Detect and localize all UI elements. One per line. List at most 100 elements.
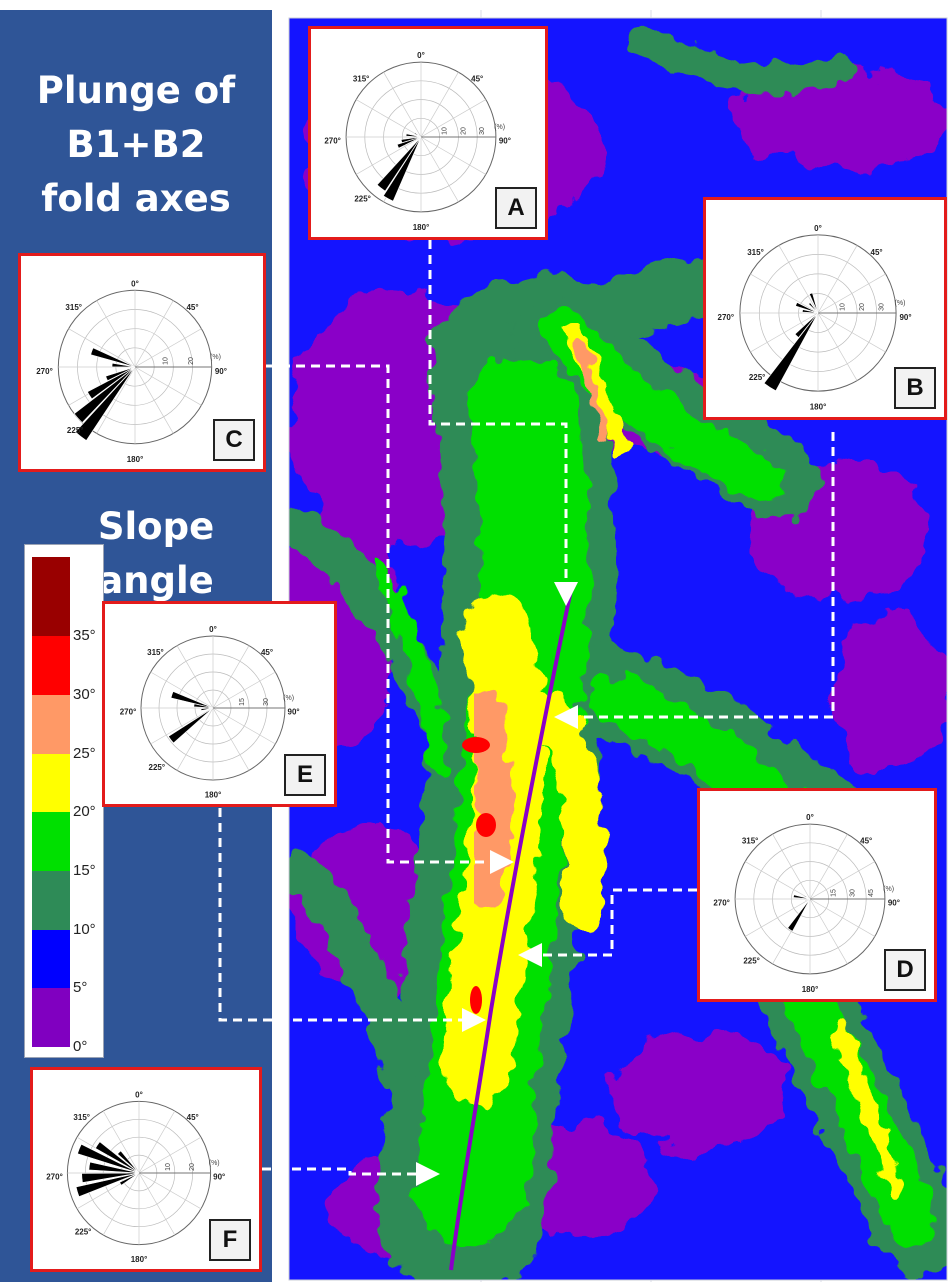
- direction-label: 225°: [743, 956, 760, 965]
- unit-label: (%): [210, 354, 221, 361]
- rose-petal: [808, 302, 819, 314]
- legend-swatch: [32, 871, 70, 930]
- ring-tick-label: 10: [840, 303, 847, 311]
- ring-tick-label: 30: [479, 127, 486, 135]
- direction-label: 0°: [814, 224, 822, 233]
- rose-petal: [396, 136, 422, 149]
- rose-petal: [117, 1150, 140, 1174]
- rose-petal: [376, 136, 422, 192]
- direction-label: 270°: [46, 1173, 63, 1182]
- rose-petal: [809, 292, 819, 314]
- direction-label: 90°: [215, 367, 227, 376]
- rose-id-badge: B: [894, 367, 936, 409]
- ring-tick-label: 20: [460, 127, 467, 135]
- ring-tick-label: 30: [849, 889, 856, 897]
- title-line-1: Plunge of: [36, 69, 236, 112]
- legend-swatch: [32, 636, 70, 695]
- direction-label: 90°: [899, 313, 911, 322]
- direction-label: 225°: [354, 194, 371, 203]
- rose-petal: [763, 312, 819, 392]
- direction-label: 90°: [888, 899, 900, 908]
- slope-color-legend: 0° 5° 10° 15° 20° 25° 30° 35°: [24, 544, 104, 1058]
- rose-diagram-f: 0° 45° 90° 180° 225° 270° 315° (%) 10 20 F: [30, 1067, 262, 1272]
- rose-petal: [382, 136, 422, 202]
- legend-tick-label: 0°: [73, 1038, 88, 1055]
- legend-swatch: [32, 812, 70, 871]
- direction-label: 0°: [131, 279, 139, 288]
- legend-tick-label: 30°: [73, 685, 96, 703]
- legend-swatch: [32, 929, 70, 989]
- legend-tick-label: 25°: [73, 744, 96, 762]
- direction-label: 0°: [417, 51, 425, 60]
- direction-label: 45°: [186, 303, 198, 312]
- rose-petal: [804, 898, 811, 902]
- rose-petal: [111, 362, 136, 368]
- direction-label: 180°: [810, 403, 827, 412]
- rose-petal: [168, 707, 214, 744]
- ring-tick-label: 10: [163, 357, 170, 365]
- slope-angle-title: Slope angle: [40, 500, 272, 608]
- direction-label: 315°: [65, 303, 82, 312]
- title-line-3: fold axes: [41, 177, 231, 220]
- direction-label: 315°: [353, 75, 370, 84]
- direction-label: 270°: [36, 367, 53, 376]
- rose-petal: [787, 898, 811, 932]
- rose-petal: [170, 691, 214, 709]
- direction-label: 270°: [324, 137, 341, 146]
- direction-label: 315°: [147, 648, 164, 657]
- legend-tick-label: 5°: [73, 979, 88, 997]
- unit-label: (%): [283, 695, 294, 702]
- direction-label: 225°: [67, 426, 84, 435]
- ring-tick-label: 20: [859, 303, 866, 311]
- ring-tick-label: 45: [868, 889, 875, 897]
- rose-diagram-a: 0° 45° 90° 180° 225° 270° 315° (%) 10 20 30 A: [308, 26, 548, 240]
- ring-tick-label: 30: [263, 698, 270, 706]
- rose-id-badge: C: [213, 419, 255, 461]
- direction-label: 225°: [149, 763, 166, 772]
- rose-petal: [794, 312, 819, 338]
- direction-label: 45°: [871, 248, 883, 257]
- ring-tick-label: 20: [189, 1163, 196, 1171]
- rose-diagram-e: 0° 45° 90° 180° 225° 270° 315° (%) 15 30 E: [102, 601, 337, 807]
- rose-petal: [90, 347, 136, 368]
- unit-label: (%): [209, 1160, 220, 1167]
- direction-label: 180°: [127, 455, 144, 464]
- ring-tick-label: 30: [879, 303, 886, 311]
- direction-label: 315°: [747, 248, 764, 257]
- direction-label: 315°: [73, 1113, 90, 1122]
- ring-tick-label: 15: [239, 698, 246, 706]
- direction-label: 270°: [120, 708, 137, 717]
- direction-label: 225°: [75, 1228, 92, 1237]
- rose-petal: [795, 302, 819, 314]
- rose-id-badge: F: [209, 1219, 251, 1261]
- direction-label: 45°: [860, 837, 872, 846]
- rose-id-badge: A: [495, 187, 537, 229]
- direction-label: 0°: [135, 1090, 143, 1099]
- legend-tick-label: 15°: [73, 862, 96, 879]
- rose-petal: [94, 1141, 140, 1174]
- legend-tick-label: 35°: [73, 627, 96, 645]
- unit-label: (%): [895, 300, 906, 307]
- rose-petal: [105, 366, 136, 382]
- legend-tick-label: 20°: [73, 803, 96, 821]
- rose-petal: [200, 707, 214, 711]
- rose-petal: [74, 366, 136, 441]
- rose-petal: [803, 894, 811, 900]
- rose-diagram-d: 0° 45° 90° 180° 225° 270° 315° (%) 15 30 45 D: [697, 788, 937, 1002]
- rose-petal: [77, 1143, 140, 1174]
- direction-label: 180°: [131, 1255, 148, 1264]
- direction-label: 90°: [499, 137, 511, 146]
- rose-petal: [73, 366, 136, 424]
- rose-petal: [75, 1172, 140, 1197]
- direction-label: 270°: [718, 313, 735, 322]
- rose-petal: [193, 703, 214, 709]
- direction-label: 180°: [802, 985, 819, 994]
- rose-diagram-c: 0° 45° 90° 180° 225° 270° 315° (%) 10 20 C: [18, 253, 266, 472]
- rose-petal: [793, 894, 811, 900]
- direction-label: 315°: [742, 837, 759, 846]
- legend-tick-label: 10°: [73, 920, 96, 938]
- legend-swatch: [32, 694, 70, 754]
- rose-petal: [405, 133, 422, 138]
- rose-petal: [86, 366, 136, 400]
- rose-petal: [802, 309, 819, 314]
